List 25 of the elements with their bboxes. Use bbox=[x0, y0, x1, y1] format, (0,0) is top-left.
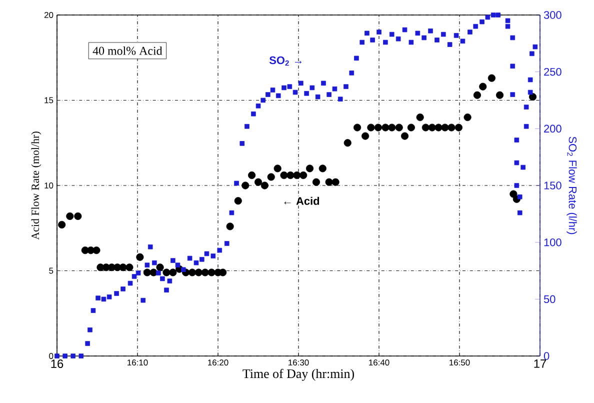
x-tick-label: 16:10 bbox=[128, 360, 148, 366]
x-tick-label: 17 bbox=[534, 360, 546, 368]
y2-tick-label: 0 bbox=[544, 352, 550, 360]
y-tick-label: 15 bbox=[44, 97, 54, 104]
y2-tick-label: 250 bbox=[544, 68, 562, 76]
annotation: ← Acid bbox=[284, 196, 320, 205]
x-tick-label: 16:30 bbox=[288, 360, 309, 366]
y-axis-title: Acid Flow Rate (mol/hr) bbox=[31, 132, 42, 240]
annotation: 40 mol% Acid bbox=[92, 46, 162, 55]
y2-tick-label: 300 bbox=[544, 11, 562, 19]
x-tick-label: 16 bbox=[51, 360, 64, 368]
x-tick-label: 16:50 bbox=[450, 360, 470, 366]
y-tick-label: 0 bbox=[49, 353, 54, 359]
x-tick-label: 16:40 bbox=[369, 360, 390, 366]
annotation: SO$_{2}$ → bbox=[269, 56, 302, 66]
y2-tick-label: 200 bbox=[544, 124, 562, 133]
x-tick-label: 16:20 bbox=[208, 360, 228, 366]
y2-tick-label: 50 bbox=[544, 295, 556, 304]
y2-tick-label: 100 bbox=[544, 238, 562, 246]
y-tick-label: 5 bbox=[49, 268, 54, 274]
y2-axis-title: SO$_{2}$ Flow Rate (l/hr) bbox=[566, 136, 577, 234]
x-axis-title: Time of Day (hr:min) bbox=[242, 368, 354, 381]
y-tick-label: 20 bbox=[44, 12, 54, 18]
y2-tick-label: 150 bbox=[544, 182, 562, 190]
y-tick-label: 10 bbox=[44, 182, 54, 188]
